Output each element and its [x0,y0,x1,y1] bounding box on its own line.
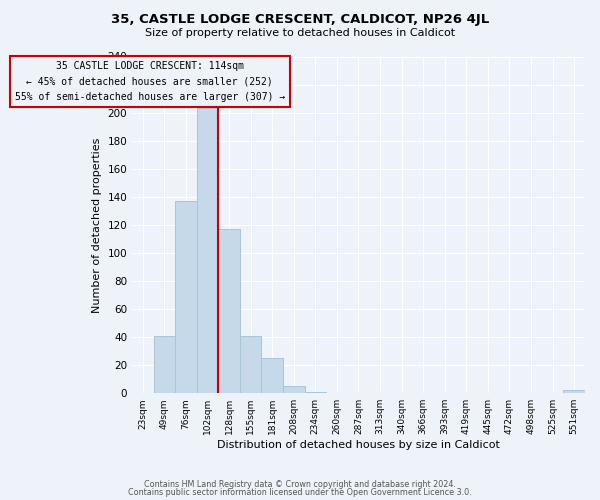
Bar [240,336,262,393]
Text: 35 CASTLE LODGE CRESCENT: 114sqm
← 45% of detached houses are smaller (252)
55% : 35 CASTLE LODGE CRESCENT: 114sqm ← 45% o… [14,60,285,102]
X-axis label: Distribution of detached houses by size in Caldicot: Distribution of detached houses by size … [217,440,500,450]
Y-axis label: Number of detached properties: Number of detached properties [92,137,102,312]
Text: Contains public sector information licensed under the Open Government Licence 3.: Contains public sector information licen… [128,488,472,497]
Text: Size of property relative to detached houses in Caldicot: Size of property relative to detached ho… [145,28,455,38]
Text: Contains HM Land Registry data © Crown copyright and database right 2024.: Contains HM Land Registry data © Crown c… [144,480,456,489]
Bar [262,358,283,393]
Bar [175,201,197,393]
Bar [154,336,175,393]
Bar [563,390,585,393]
Bar [218,229,240,393]
Bar [305,392,326,393]
Bar [197,108,218,393]
Text: 35, CASTLE LODGE CRESCENT, CALDICOT, NP26 4JL: 35, CASTLE LODGE CRESCENT, CALDICOT, NP2… [111,12,489,26]
Bar [283,386,305,393]
